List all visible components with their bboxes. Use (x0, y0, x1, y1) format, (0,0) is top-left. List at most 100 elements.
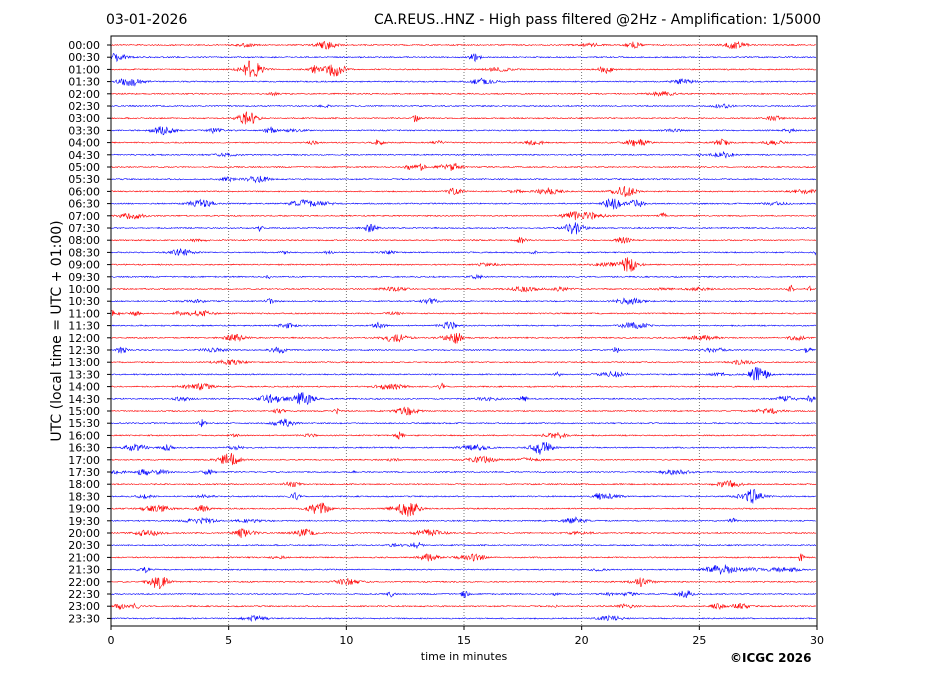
row-time-label: 03:30 (68, 124, 100, 137)
trace-1930 (111, 516, 816, 525)
trace-1600 (111, 431, 817, 440)
row-time-label: 15:00 (68, 405, 100, 418)
row-time-label: 09:30 (68, 271, 100, 284)
trace-0300 (111, 111, 817, 125)
trace-0830 (111, 248, 817, 256)
trace-0400 (111, 138, 817, 147)
trace-0630 (111, 198, 817, 210)
trace-0900 (111, 257, 817, 272)
row-time-label: 08:30 (68, 246, 100, 259)
trace-1700 (111, 452, 817, 466)
row-time-label: 14:00 (68, 381, 100, 394)
x-ticks: 0 5 10 15 20 25 30 (108, 626, 824, 647)
row-time-label: 00:30 (68, 51, 100, 64)
row-time-label: 00:00 (68, 39, 100, 52)
trace-0200 (111, 90, 817, 97)
trace-0530 (111, 175, 817, 184)
row-time-label: 22:00 (68, 576, 100, 589)
trace-0230 (111, 103, 817, 109)
row-time-label: 11:00 (68, 307, 100, 320)
trace-1800 (111, 480, 817, 488)
row-time-label: 17:30 (68, 466, 100, 479)
row-time-label: 21:30 (68, 564, 100, 577)
trace-0700 (111, 210, 817, 221)
trace-1900 (111, 502, 817, 517)
row-labels: 00:0000:3001:0001:3002:0002:3003:0003:30… (68, 39, 111, 625)
trace-0930 (111, 273, 816, 280)
trace-1330 (111, 366, 817, 381)
trace-2130 (111, 564, 816, 575)
row-time-label: 18:30 (68, 490, 100, 503)
row-time-label: 05:30 (68, 173, 100, 186)
row-time-label: 22:30 (68, 588, 100, 601)
grid-lines (228, 36, 700, 626)
plot-frame (110, 35, 818, 627)
trace-0330 (111, 126, 816, 136)
row-time-label: 16:00 (68, 429, 100, 442)
trace-2230 (111, 590, 817, 599)
row-time-label: 04:00 (68, 137, 100, 150)
trace-1530 (111, 418, 816, 428)
trace-0800 (111, 236, 817, 244)
trace-0100 (111, 60, 817, 78)
trace-1100 (111, 309, 817, 317)
trace-1200 (111, 332, 816, 344)
row-time-label: 18:00 (68, 478, 100, 491)
trace-1430 (111, 392, 816, 405)
trace-1000 (111, 284, 817, 293)
x-tick-label: 25 (692, 634, 706, 647)
trace-2330 (111, 614, 817, 623)
row-time-label: 01:30 (68, 76, 100, 89)
traces (111, 40, 817, 623)
trace-0430 (111, 151, 817, 159)
copyright-label: ©ICGC 2026 (730, 651, 812, 665)
row-time-label: 19:00 (68, 503, 100, 516)
x-tick-label: 0 (108, 634, 115, 647)
x-tick-label: 30 (810, 634, 824, 647)
row-time-label: 02:30 (68, 100, 100, 113)
row-time-label: 03:00 (68, 112, 100, 125)
row-time-label: 13:00 (68, 356, 100, 369)
row-time-label: 20:30 (68, 539, 100, 552)
trace-1500 (111, 406, 816, 416)
row-time-label: 17:00 (68, 454, 100, 467)
row-time-label: 21:00 (68, 551, 100, 564)
row-time-label: 05:00 (68, 161, 100, 174)
trace-2030 (111, 542, 817, 549)
x-tick-label: 15 (457, 634, 471, 647)
row-time-label: 04:30 (68, 149, 100, 162)
row-time-label: 06:30 (68, 198, 100, 211)
row-time-label: 12:30 (68, 344, 100, 357)
trace-0600 (111, 186, 817, 198)
row-time-label: 11:30 (68, 320, 100, 333)
row-time-label: 09:00 (68, 259, 100, 272)
row-time-label: 15:30 (68, 417, 100, 430)
row-time-label: 23:30 (68, 612, 100, 625)
row-time-label: 14:30 (68, 393, 100, 406)
trace-0130 (111, 77, 816, 87)
trace-1830 (111, 489, 816, 504)
row-time-label: 20:00 (68, 527, 100, 540)
trace-1230 (111, 346, 817, 354)
trace-0030 (111, 53, 817, 63)
trace-2100 (111, 553, 816, 562)
x-tick-label: 20 (575, 634, 589, 647)
trace-1730 (111, 469, 817, 476)
row-time-label: 19:30 (68, 515, 100, 528)
chart-title: CA.REUS..HNZ - High pass filtered @2Hz -… (374, 12, 821, 28)
date-label: 03-01-2026 (106, 12, 188, 28)
trace-1300 (111, 358, 816, 366)
row-time-label: 08:00 (68, 234, 100, 247)
row-time-label: 10:00 (68, 283, 100, 296)
row-time-label: 23:00 (68, 600, 100, 613)
trace-2300 (111, 602, 817, 610)
trace-1400 (111, 382, 817, 391)
trace-1030 (111, 297, 816, 305)
trace-2200 (111, 576, 817, 590)
x-tick-label: 10 (339, 634, 353, 647)
row-time-label: 07:00 (68, 210, 100, 223)
trace-1630 (111, 442, 816, 455)
trace-2000 (111, 527, 817, 539)
trace-0730 (111, 222, 817, 235)
